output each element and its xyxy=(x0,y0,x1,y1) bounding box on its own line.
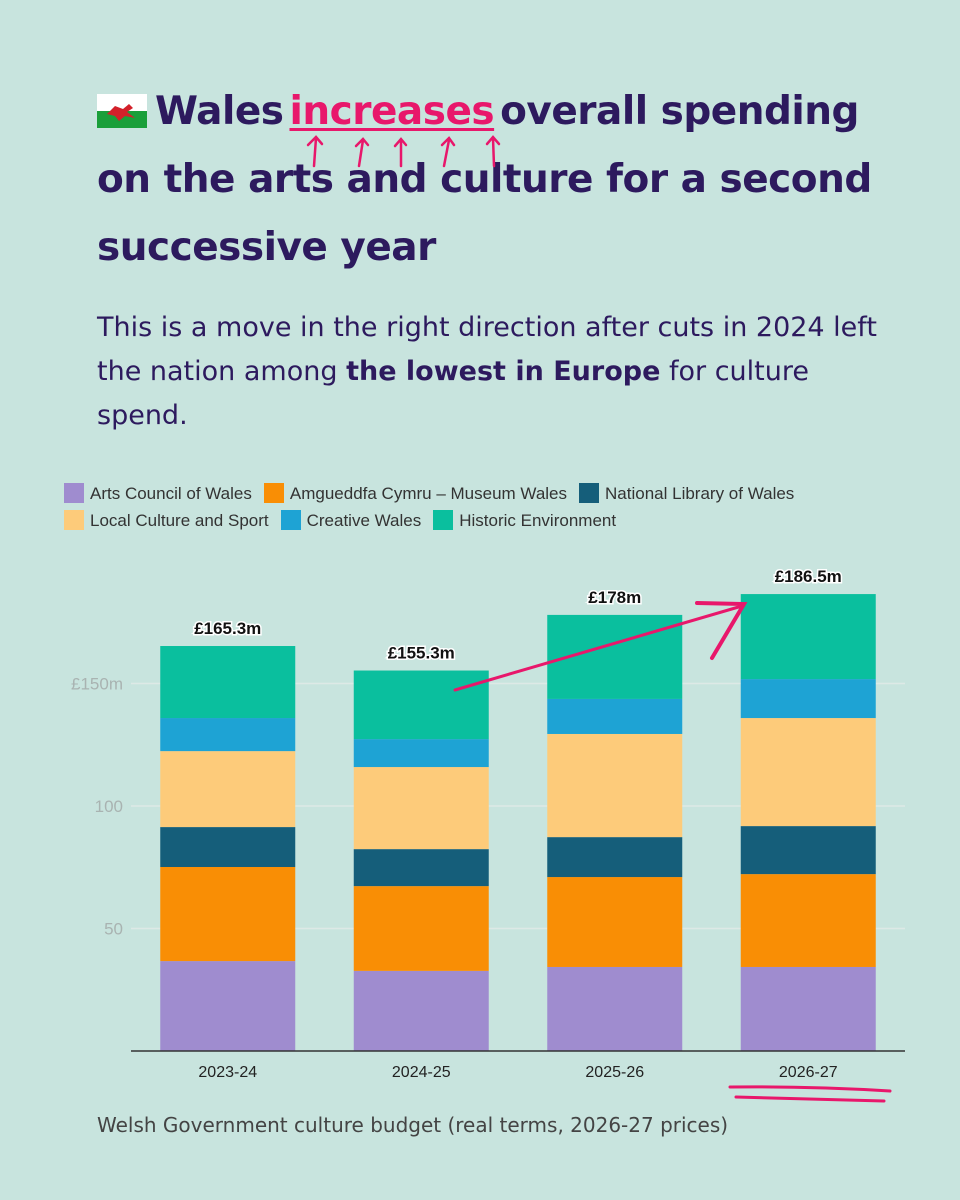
flag xyxy=(97,94,147,128)
bar-segment xyxy=(353,886,489,971)
arrow-head xyxy=(695,601,748,660)
legend-label: Creative Wales xyxy=(306,511,422,530)
title-highlight: increases xyxy=(289,89,495,134)
bar-segment xyxy=(160,751,296,828)
total-label: £155.3m xyxy=(388,644,455,663)
legend-label: Amgueddfa Cymru – Museum Wales xyxy=(289,484,568,503)
legend-item: Historic Environment xyxy=(433,507,616,534)
bar-segment xyxy=(547,698,683,734)
bar-segment xyxy=(353,849,489,887)
legend-swatch xyxy=(64,483,84,503)
subtitle: This is a move in the right direction af… xyxy=(97,306,897,438)
bar-segment xyxy=(160,718,296,752)
bar-segment xyxy=(353,970,489,1051)
y-tick-label: 100 xyxy=(95,797,123,816)
bar-segment xyxy=(547,966,683,1051)
bar-segment xyxy=(353,739,489,768)
legend-item: Creative Wales xyxy=(280,507,422,534)
title-part: Wales xyxy=(155,89,284,134)
bar-segment xyxy=(740,966,876,1051)
trend-arrow xyxy=(453,604,744,692)
title-part: overall spending on the arts and culture… xyxy=(97,89,872,270)
legend-item: National Library of Wales xyxy=(579,480,794,507)
legend-item: Amgueddfa Cymru – Museum Wales xyxy=(263,480,568,507)
legend-swatch xyxy=(280,510,301,530)
y-tick-label: 50 xyxy=(104,920,123,939)
bar-segment xyxy=(740,874,876,967)
title: Wales increases overall spending on the ar… xyxy=(97,78,897,282)
legend-item: Local Culture and Sport xyxy=(64,507,269,534)
legend-label: Historic Environment xyxy=(459,511,617,530)
bar-segment xyxy=(547,837,683,878)
annotation xyxy=(453,601,892,1103)
bar-segment xyxy=(160,961,296,1051)
legend-swatch xyxy=(579,483,600,503)
bar-segment xyxy=(740,718,876,827)
total-label: £186.5m xyxy=(775,567,842,586)
legend-swatch xyxy=(263,483,284,503)
bar-segment xyxy=(160,827,296,868)
bar-segment xyxy=(353,767,489,850)
bar-segment xyxy=(547,733,683,838)
y-tick-label: £150m xyxy=(71,675,123,694)
subtitle-part: This is a move in the right direction af… xyxy=(97,312,877,387)
x-tick-label: 2023-24 xyxy=(198,1064,257,1081)
bar-segment xyxy=(353,670,489,740)
x-tick-label: 2025-26 xyxy=(585,1064,644,1081)
legend-label: Local Culture and Sport xyxy=(90,511,269,530)
bar-segment xyxy=(160,646,296,719)
total-label: £165.3m xyxy=(194,619,261,638)
arrows xyxy=(307,135,501,168)
bar-segment xyxy=(740,826,876,875)
subtitle-part: for culture spend. xyxy=(97,356,809,431)
legend-item: Arts Council of Wales xyxy=(64,480,252,507)
legend: Arts Council of Wales Amgueddfa Cymru – M… xyxy=(64,480,844,534)
total-label: £178m xyxy=(588,588,641,607)
bar-segment xyxy=(160,867,296,962)
legend-swatch xyxy=(64,510,84,530)
x-tick-label: 2026-27 xyxy=(779,1064,838,1081)
subtitle-bold: the lowest in Europe xyxy=(346,356,661,387)
bar-segment xyxy=(547,877,683,967)
caption: Welsh Government culture budget (real te… xyxy=(97,1113,729,1137)
bar-segment xyxy=(740,679,876,719)
x-tick-label: 2024-25 xyxy=(392,1064,451,1081)
underline xyxy=(728,1085,892,1103)
legend-label: National Library of Wales xyxy=(605,484,795,503)
bar-segment xyxy=(740,594,876,680)
legend-label: Arts Council of Wales xyxy=(90,484,252,503)
legend-swatch xyxy=(433,510,454,530)
